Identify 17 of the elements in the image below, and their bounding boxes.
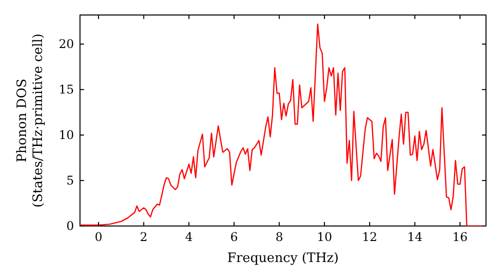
y-tick-label: 15: [58, 82, 74, 97]
x-tick-label: 14: [407, 230, 423, 244]
y-tick-label: 0: [66, 219, 74, 233]
y-tick-label: 10: [58, 128, 74, 142]
y-axis-title: Phonon DOS (States/THz·primitive cell): [15, 33, 46, 208]
x-tick-label: 8: [275, 230, 284, 244]
x-tick-label: 4: [185, 230, 194, 244]
x-axis-title: Frequency (THz): [227, 251, 339, 266]
x-tick-label: 6: [230, 230, 238, 244]
y-tick-label: 5: [66, 174, 74, 188]
x-tick-label: 10: [316, 230, 332, 244]
y-tick-label: 20: [58, 37, 74, 52]
x-tick-label: 2: [140, 230, 148, 244]
x-tick-label: 0: [94, 230, 102, 244]
line-series: [80, 23, 484, 226]
x-tick-label: 12: [362, 230, 378, 244]
x-tick-label: 16: [452, 230, 468, 244]
